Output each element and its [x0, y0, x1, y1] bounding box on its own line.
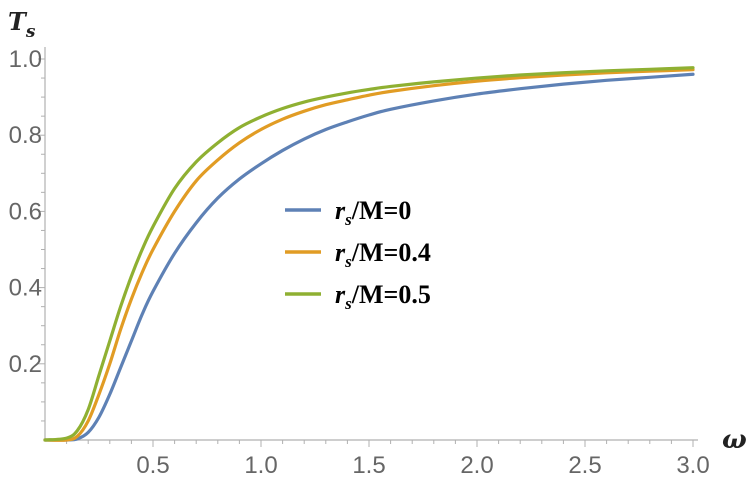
y-tick-label: 0.6: [9, 198, 42, 225]
series-line-2: [43, 66, 695, 442]
series-line-1: [43, 68, 695, 442]
y-tick-label: 0.8: [9, 122, 42, 149]
x-tick-label: 0.5: [136, 452, 169, 479]
legend: rs/M=0 rs/M=0.4 rs/M=0.5: [285, 196, 431, 313]
y-axis-title-sub: s: [25, 22, 36, 42]
x-tick-label: 1.0: [244, 452, 277, 479]
y-axis-title-main: T: [8, 7, 28, 36]
y-tick-label: 0.2: [9, 351, 42, 378]
legend-label-1: rs/M=0.4: [335, 238, 431, 271]
x-tick-label: 2.0: [460, 452, 493, 479]
x-tick-label: 3.0: [676, 452, 709, 479]
legend-label-0: rs/M=0: [335, 196, 411, 229]
y-tick-label: 1.0: [9, 46, 42, 73]
x-tick-label: 2.5: [568, 452, 601, 479]
y-axis-title: Ts: [8, 7, 36, 42]
axes: 0.5 1.0 1.5 2.0 2.5 3.0 0.2 0.4 0.6 0.8 1.0: [9, 46, 710, 479]
x-axis-title: ω: [722, 425, 747, 455]
legend-label-2: rs/M=0.5: [335, 280, 431, 313]
series-line-0: [43, 72, 695, 442]
x-tick-label: 1.5: [352, 452, 385, 479]
curves: [43, 66, 695, 442]
y-tick-label: 0.4: [9, 275, 42, 302]
